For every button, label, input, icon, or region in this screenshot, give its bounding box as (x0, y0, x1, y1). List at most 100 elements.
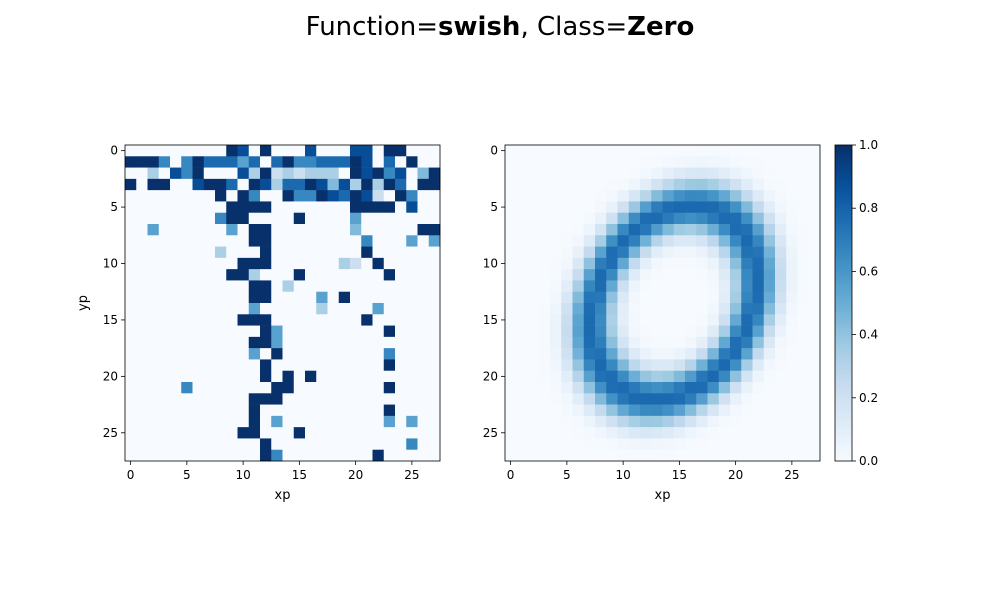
heatmap-cell (786, 145, 798, 157)
heatmap-cell (215, 145, 227, 157)
heatmap-cell (741, 314, 753, 326)
colorbar-segment (835, 224, 852, 228)
heatmap-cell (170, 291, 182, 304)
heatmap-cell (395, 156, 407, 168)
heatmap-cell (505, 359, 517, 372)
heatmap-cell (361, 303, 373, 315)
colorbar-tick-label: 0.8 (859, 201, 878, 215)
heatmap-cell (215, 201, 227, 214)
heatmap-cell (583, 393, 596, 405)
heatmap-cell (215, 156, 227, 168)
heatmap-cell (673, 257, 686, 270)
heatmap-cell (707, 212, 720, 225)
heatmap-cell (561, 404, 573, 417)
colorbar-segment (835, 363, 852, 367)
heatmap-cell (696, 257, 708, 270)
heatmap-cell (718, 190, 731, 202)
heatmap-cell (606, 178, 618, 191)
heatmap-cell (361, 246, 373, 259)
heatmap-cell (125, 156, 137, 168)
heatmap-cell (158, 145, 171, 157)
heatmap-cell (248, 449, 261, 462)
heatmap-cell (316, 235, 328, 247)
heatmap-cell (718, 224, 731, 236)
colorbar-segment (835, 186, 852, 190)
heatmap-cell (707, 393, 720, 405)
heatmap-cell (696, 145, 708, 157)
heatmap-cell (316, 224, 328, 236)
heatmap-cell (350, 235, 362, 247)
heatmap-cell (237, 427, 250, 439)
heatmap-cell (170, 393, 182, 405)
heatmap-cell (775, 314, 787, 326)
heatmap-cell (192, 404, 205, 417)
heatmap-cell (136, 438, 148, 451)
heatmap-cell (383, 336, 396, 349)
heatmap-cell (505, 269, 517, 281)
heatmap-cell (628, 212, 641, 225)
heatmap-cell (505, 393, 517, 405)
heatmap-cell (395, 269, 407, 281)
heatmap-cell (361, 393, 373, 405)
heatmap-cell (538, 246, 551, 259)
heatmap-cell (136, 178, 148, 191)
heatmap-cell (203, 438, 216, 451)
heatmap-cell (181, 280, 193, 293)
heatmap-cell (527, 145, 540, 157)
heatmap-cell (752, 336, 765, 349)
heatmap-cell (147, 257, 160, 270)
colorbar-segment (835, 290, 852, 295)
heatmap-cell (248, 348, 261, 360)
heatmap-cell (338, 359, 351, 372)
heatmap-cell (730, 269, 742, 281)
heatmap-cell (406, 246, 418, 259)
colorbar-segment (835, 347, 852, 351)
heatmap-cell (640, 336, 652, 349)
heatmap-cell (538, 348, 551, 360)
x-axis-label: xp (655, 488, 671, 503)
heatmap-cell (316, 370, 328, 383)
heatmap-cell (215, 291, 227, 304)
heatmap-cell (808, 235, 821, 247)
heatmap-cell (741, 336, 753, 349)
heatmap-cell (136, 348, 148, 360)
heatmap-cell (595, 291, 607, 304)
heatmap-cell (505, 291, 517, 304)
heatmap-cell (538, 438, 551, 451)
heatmap-cell (338, 280, 351, 293)
heatmap-cell (685, 336, 697, 349)
colorbar-segment (835, 315, 852, 320)
heatmap-cell (651, 269, 663, 281)
heatmap-cell (752, 269, 765, 281)
heatmap-cell (338, 235, 351, 247)
heatmap-cell (125, 269, 137, 281)
heatmap-cell (595, 359, 607, 372)
heatmap-cell (215, 438, 227, 451)
heatmap-cell (305, 393, 317, 405)
heatmap-cell (282, 336, 295, 349)
heatmap-cell (763, 145, 776, 157)
heatmap-cell (293, 336, 306, 349)
heatmap-cell (316, 269, 328, 281)
heatmap-cell (752, 246, 765, 259)
heatmap-cell (305, 224, 317, 236)
heatmap-cell (282, 415, 295, 428)
heatmap-cell (305, 145, 317, 157)
y-tick-label: 25 (483, 426, 498, 440)
heatmap-cell (327, 359, 340, 372)
heatmap-cell (538, 404, 551, 417)
heatmap-cell (136, 280, 148, 293)
heatmap-cell (550, 415, 562, 428)
heatmap-cell (550, 314, 562, 326)
heatmap-cell (696, 224, 708, 236)
heatmap-cell (136, 427, 148, 439)
heatmap-cell (147, 190, 160, 202)
heatmap-cell (527, 438, 540, 451)
heatmap-cell (662, 167, 675, 180)
heatmap-cell (260, 224, 272, 236)
heatmap-cell (260, 449, 272, 462)
heatmap-cell (752, 449, 765, 462)
heatmap-cell (617, 314, 630, 326)
heatmap-cell (628, 201, 641, 214)
